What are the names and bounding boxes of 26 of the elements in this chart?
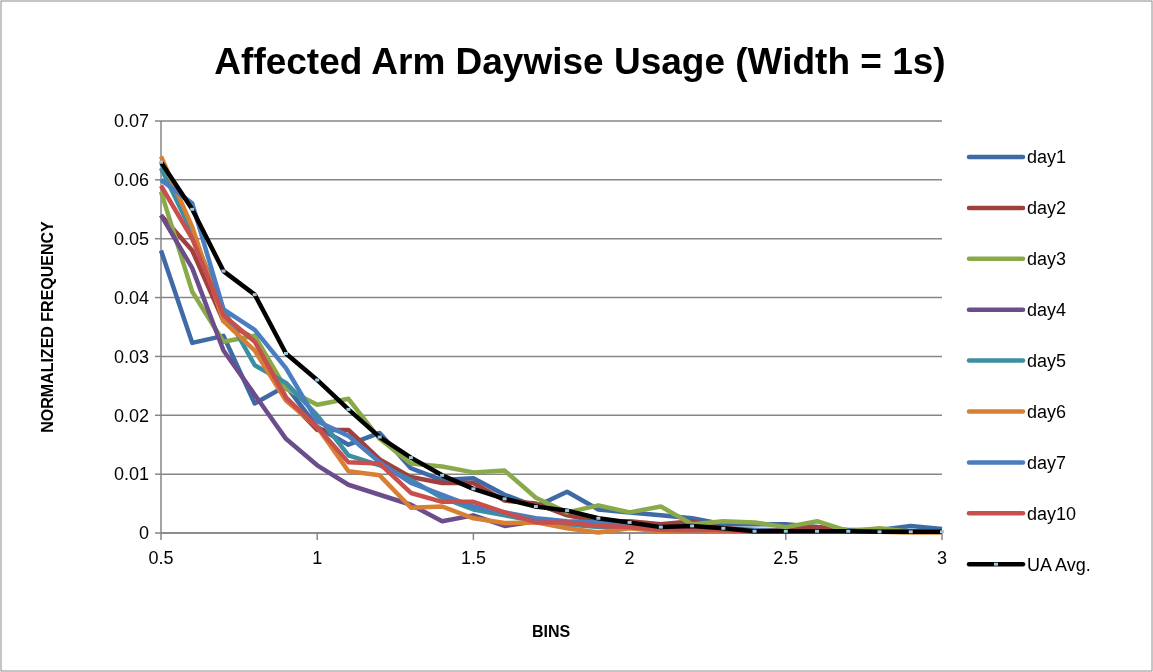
legend-label: day7 (1027, 452, 1067, 473)
legend-label: day6 (1027, 401, 1067, 422)
legend-label: UA Avg. (1027, 554, 1091, 575)
x-tick-label: 2 (624, 548, 635, 568)
x-tick-label: 2.5 (773, 548, 799, 568)
x-axis-title: BINS (531, 623, 571, 640)
y-tick-label: 0 (138, 523, 149, 544)
x-tick-label: 1.5 (460, 548, 486, 568)
y-tick-label: 0.07 (113, 111, 149, 132)
y-axis-title: NORMALIZED FREQUENCY (39, 220, 56, 433)
x-tick-label: 1 (312, 548, 323, 568)
y-tick-label: 0.02 (113, 405, 149, 426)
x-tick-label: 0.5 (148, 548, 174, 568)
legend-label: day2 (1027, 198, 1067, 219)
legend-label: day1 (1027, 147, 1067, 168)
legend-label: day3 (1027, 249, 1067, 270)
legend-label: day10 (1027, 503, 1077, 524)
y-tick-label: 0.04 (113, 287, 149, 308)
y-tick-label: 0.06 (113, 170, 149, 191)
chart-title: Affected Arm Daywise Usage (Width = 1s) (214, 41, 946, 82)
legend-label: day4 (1027, 300, 1067, 320)
y-tick-label: 0.05 (113, 229, 149, 250)
y-tick-label: 0.01 (113, 464, 149, 485)
y-tick-label: 0.03 (113, 346, 149, 367)
x-tick-label: 3 (936, 548, 948, 568)
legend-label: day5 (1027, 350, 1067, 371)
